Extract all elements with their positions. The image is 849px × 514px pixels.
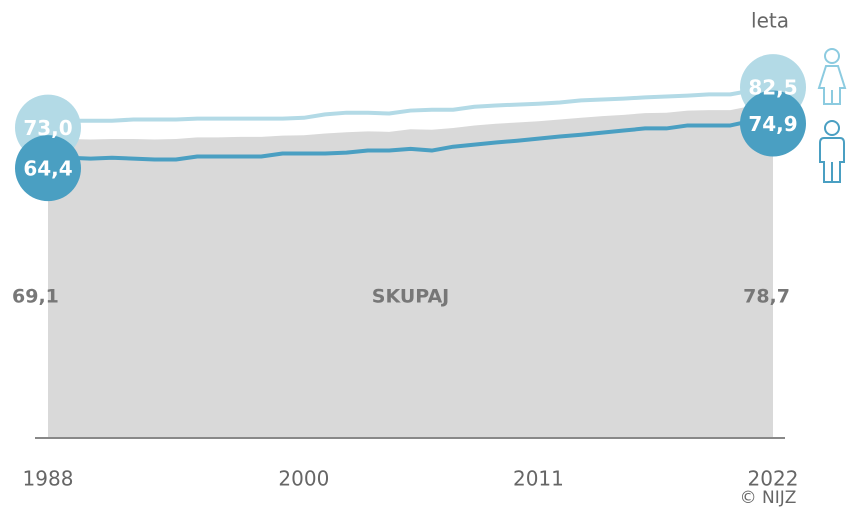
x-tick-label: 1988 [23, 467, 74, 491]
unit-label: leta [751, 9, 789, 33]
value-circle [740, 90, 806, 157]
total-area [48, 103, 773, 438]
total-label: 69,1 [12, 286, 59, 308]
value-circle [15, 135, 81, 202]
source: © NIJZ [740, 488, 797, 508]
area-label: SKUPAJ [372, 286, 449, 308]
female-icon [817, 48, 847, 105]
x-tick-label: 2022 [748, 467, 799, 491]
series-line [47, 117, 774, 167]
x-tick-label: 2000 [278, 467, 329, 491]
value-label: 74,9 [748, 112, 797, 136]
value-label: 64,4 [23, 157, 72, 181]
series-line [47, 85, 774, 130]
total-label: 78,7 [743, 286, 790, 308]
x-tick-label: 2011 [513, 467, 564, 491]
male-icon [819, 120, 845, 183]
value-label: 82,5 [748, 76, 797, 100]
value-label: 73,0 [23, 116, 72, 140]
